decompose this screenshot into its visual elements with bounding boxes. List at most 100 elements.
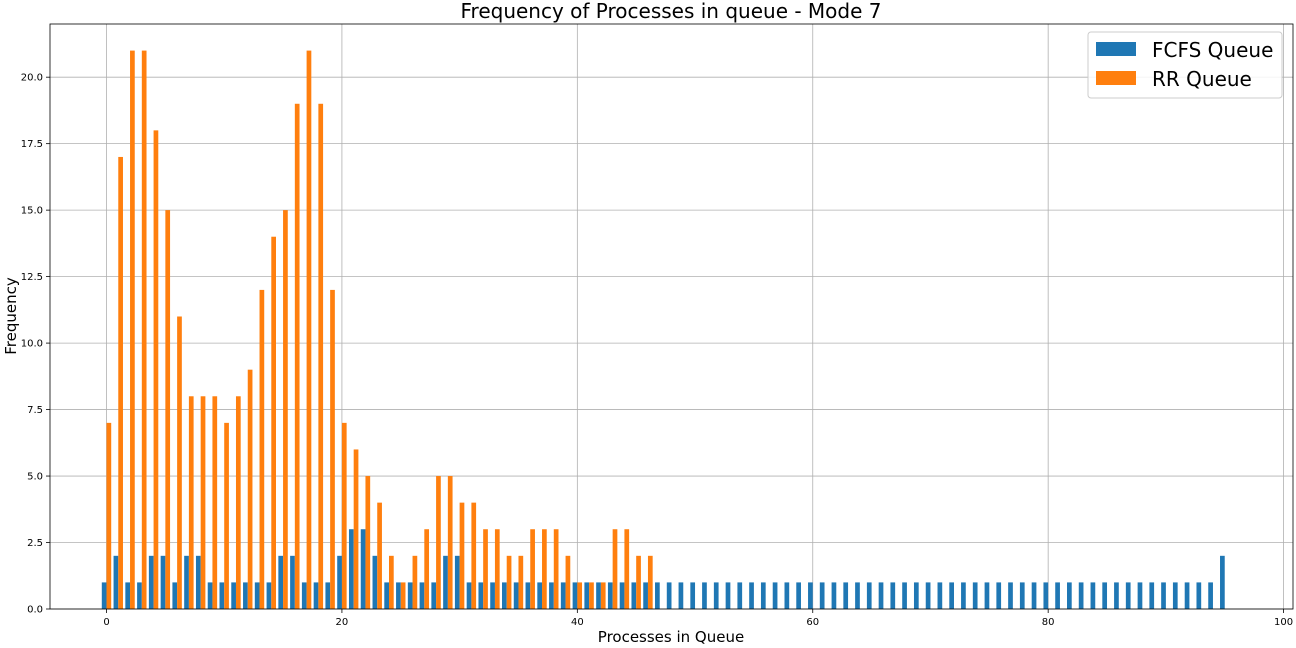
- bar-rr: [318, 103, 324, 609]
- bar-rr: [306, 50, 312, 610]
- bar-fcfs: [1102, 582, 1108, 609]
- bar-fcfs: [1208, 582, 1213, 609]
- bar-fcfs: [1090, 582, 1096, 609]
- bar-fcfs: [419, 582, 425, 609]
- bar-rr: [118, 156, 123, 610]
- bar-fcfs: [713, 582, 719, 609]
- bar-rr: [612, 529, 618, 609]
- bar-fcfs: [195, 555, 201, 609]
- bar-fcfs: [184, 555, 189, 609]
- bar-fcfs: [266, 582, 272, 609]
- x-tick-label: 100: [1274, 617, 1293, 628]
- x-tick-label: 0: [103, 617, 109, 628]
- bar-rr: [600, 582, 606, 609]
- bar-fcfs: [772, 582, 778, 609]
- bar-fcfs: [866, 582, 872, 609]
- bar-fcfs: [643, 582, 648, 609]
- bar-fcfs: [1114, 582, 1119, 609]
- bar-fcfs: [1055, 582, 1060, 609]
- bar-rr: [153, 130, 159, 609]
- bar-fcfs: [631, 582, 637, 609]
- bar-fcfs: [737, 582, 743, 609]
- y-tick-label: 2.5: [27, 538, 43, 549]
- bar-fcfs: [1196, 582, 1202, 609]
- bar-fcfs: [925, 582, 931, 609]
- bar-rr: [294, 103, 300, 609]
- bar-rr: [589, 582, 594, 609]
- bar-rr: [483, 529, 488, 609]
- bar-fcfs: [525, 582, 531, 609]
- bar-rr: [494, 529, 500, 609]
- bar-fcfs: [1172, 582, 1178, 609]
- bar-fcfs: [148, 555, 154, 609]
- bar-fcfs: [219, 582, 225, 609]
- x-tick-label: 20: [336, 617, 349, 628]
- bar-fcfs: [243, 582, 248, 609]
- y-axis-label: Frequency: [2, 277, 20, 355]
- bar-fcfs: [655, 582, 660, 609]
- bar-fcfs: [796, 582, 801, 609]
- bar-fcfs: [1031, 582, 1037, 609]
- bar-fcfs: [290, 555, 295, 609]
- bar-fcfs: [396, 582, 401, 609]
- bar-rr: [224, 422, 229, 609]
- bar-rr: [577, 582, 583, 609]
- bar-fcfs: [301, 582, 307, 609]
- bar-rr: [212, 396, 218, 609]
- bar-rr: [518, 555, 524, 609]
- bar-fcfs: [160, 555, 166, 609]
- bar-rr: [130, 50, 135, 610]
- y-tick-label: 0.0: [27, 605, 43, 616]
- bar-fcfs: [749, 582, 754, 609]
- bar-fcfs: [666, 582, 672, 609]
- bar-fcfs: [619, 582, 625, 609]
- bar-fcfs: [384, 582, 389, 609]
- bar-rr: [365, 476, 371, 609]
- bar-rr: [400, 582, 406, 609]
- x-tick-label: 80: [1042, 617, 1055, 628]
- bar-fcfs: [443, 555, 448, 609]
- axis-ticks: 0 20 40 60 80 100 0.0 2.5 5.0 7.5 10.0 12.5 15.0 17.5…: [21, 73, 1293, 628]
- bar-fcfs: [1067, 582, 1072, 609]
- y-tick-label: 20.0: [21, 73, 43, 84]
- bar-fcfs: [584, 582, 590, 609]
- bar-fcfs: [808, 582, 813, 609]
- bar-rr: [106, 422, 112, 609]
- bar-fcfs: [819, 582, 825, 609]
- bar-fcfs: [360, 529, 366, 609]
- bar-fcfs: [1149, 582, 1155, 609]
- bar-fcfs: [513, 582, 519, 609]
- bars: [101, 50, 1225, 610]
- bar-fcfs: [372, 555, 378, 609]
- bar-fcfs: [607, 582, 613, 609]
- bar-rr: [330, 289, 335, 609]
- bar-fcfs: [490, 582, 495, 609]
- x-tick-label: 40: [571, 617, 584, 628]
- bar-rr: [624, 529, 630, 609]
- grid: [50, 24, 1293, 610]
- bar-fcfs: [502, 582, 507, 609]
- y-tick-label: 17.5: [21, 139, 43, 150]
- y-tick-label: 5.0: [27, 472, 43, 483]
- legend-swatch-rr: [1096, 71, 1136, 85]
- legend-swatch-fcfs: [1096, 42, 1136, 56]
- bar-rr: [377, 502, 382, 609]
- bar-fcfs: [407, 582, 413, 609]
- bar-fcfs: [137, 582, 142, 609]
- bar-fcfs: [1125, 582, 1131, 609]
- bar-fcfs: [760, 582, 766, 609]
- bar-fcfs: [466, 582, 472, 609]
- bar-fcfs: [325, 582, 331, 609]
- bar-rr: [412, 555, 418, 609]
- y-tick-label: 10.0: [21, 339, 43, 350]
- bar-rr: [424, 529, 430, 609]
- bar-rr: [447, 476, 453, 609]
- bar-fcfs: [784, 582, 790, 609]
- bar-fcfs: [537, 582, 543, 609]
- bar-fcfs: [1019, 582, 1025, 609]
- bar-fcfs: [984, 582, 990, 609]
- bar-fcfs: [725, 582, 731, 609]
- bar-fcfs: [678, 582, 684, 609]
